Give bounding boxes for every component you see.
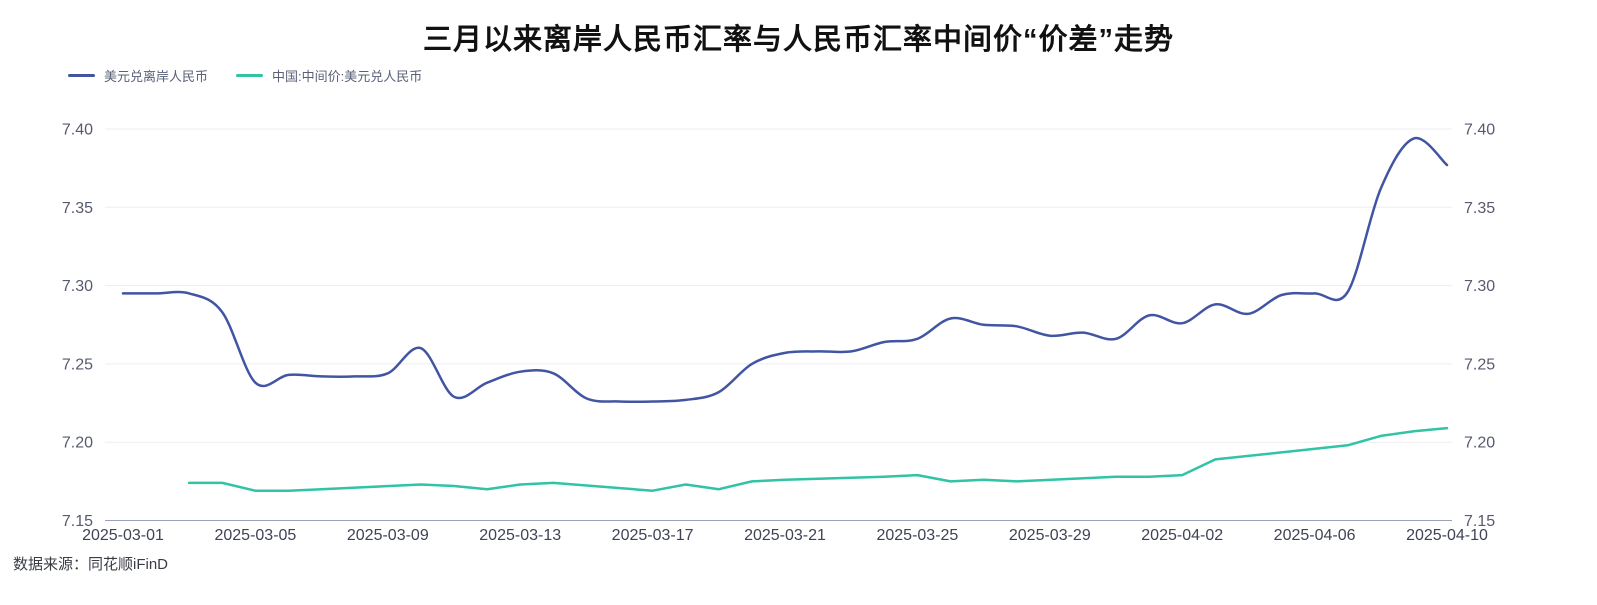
x-axis-tick-label: 2025-03-01	[82, 527, 164, 544]
y-axis-tick-label-left: 7.35	[62, 200, 93, 217]
y-axis-tick-label-right: 7.30	[1464, 278, 1495, 295]
y-axis-tick-label-right: 7.25	[1464, 356, 1495, 373]
x-axis-tick-label: 2025-04-10	[1406, 527, 1488, 544]
x-axis-tick-label: 2025-03-17	[612, 527, 694, 544]
y-axis-tick-label-right: 7.40	[1464, 122, 1495, 139]
legend-label-midprice: 中国:中间价:美元兑人民币	[272, 69, 423, 84]
y-axis-tick-label-left: 7.40	[62, 122, 93, 139]
y-axis-tick-label-right: 7.20	[1464, 435, 1495, 452]
legend-item-midprice[interactable]: 中国:中间价:美元兑人民币	[236, 66, 422, 85]
chart-title: 三月以来离岸人民币汇率与人民币汇率中间价“价差”走势	[422, 24, 1174, 56]
y-axis-tick-label-left: 7.30	[62, 278, 93, 295]
legend-line-swatch-usdcnh	[68, 74, 95, 77]
legend-label-usdcnh: 美元兑离岸人民币	[104, 69, 209, 84]
chart-legend: 美元兑离岸人民币 中国:中间价:美元兑人民币	[68, 66, 422, 85]
x-axis-tick-label: 2025-03-13	[479, 527, 561, 544]
x-axis-tick-label: 2025-03-05	[214, 527, 296, 544]
y-axis-tick-label-left: 7.15	[62, 513, 93, 530]
x-axis-tick-label: 2025-04-06	[1274, 527, 1356, 544]
series-line-usd-offshore-cny	[121, 136, 1449, 404]
y-axis-tick-label-left: 7.20	[62, 435, 93, 452]
x-axis-tick-label: 2025-03-21	[744, 527, 826, 544]
y-axis-tick-label-right: 7.15	[1464, 513, 1495, 530]
legend-item-usdcnh[interactable]: 美元兑离岸人民币	[68, 66, 208, 85]
x-axis-tick-label: 2025-03-09	[347, 527, 429, 544]
y-axis-tick-label-left: 7.25	[62, 356, 93, 373]
x-axis-tick-label: 2025-03-29	[1009, 527, 1091, 544]
data-source-note: 数据来源：同花顺iFinD	[13, 556, 169, 573]
x-axis-tick-label: 2025-03-25	[876, 527, 958, 544]
y-axis-tick-label-right: 7.35	[1464, 200, 1495, 217]
series-line-cny-central-parity	[187, 426, 1449, 492]
legend-line-swatch-midprice	[236, 74, 264, 77]
x-axis-tick-label: 2025-04-02	[1141, 527, 1223, 544]
